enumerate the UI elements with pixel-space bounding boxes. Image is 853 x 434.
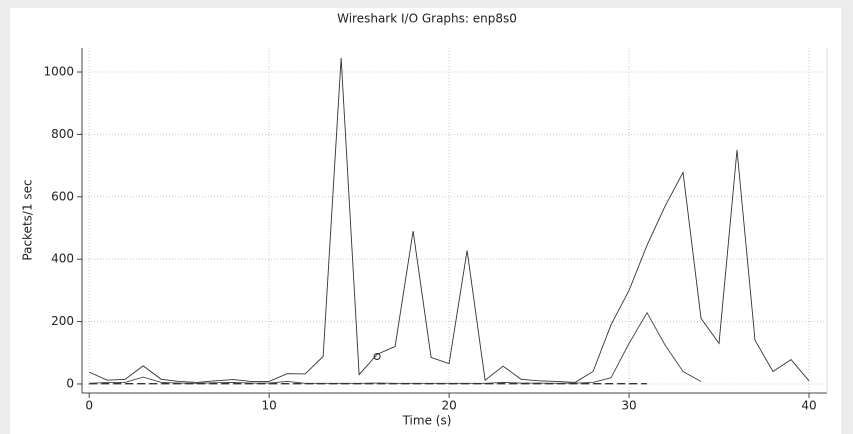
x-tick-label: 0 (85, 399, 93, 413)
y-tick-label: 600 (51, 189, 74, 203)
x-axis-label: Time (s) (402, 414, 452, 428)
x-tick-label: 10 (262, 399, 277, 413)
y-tick-label: 400 (51, 252, 74, 266)
y-tick-label: 0 (66, 376, 74, 390)
point-marker (373, 353, 381, 361)
y-tick-label: 1000 (43, 65, 74, 79)
chart-title: Wireshark I/O Graphs: enp8s0 (337, 12, 517, 26)
x-tick-label: 40 (801, 399, 816, 413)
y-tick-label: 800 (51, 127, 74, 141)
y-tick-label: 200 (51, 314, 74, 328)
panel (10, 8, 841, 434)
y-axis-label: Packets/1 sec (21, 179, 35, 260)
x-tick-label: 20 (441, 399, 456, 413)
x-tick-label: 30 (621, 399, 636, 413)
series-line (89, 57, 810, 383)
